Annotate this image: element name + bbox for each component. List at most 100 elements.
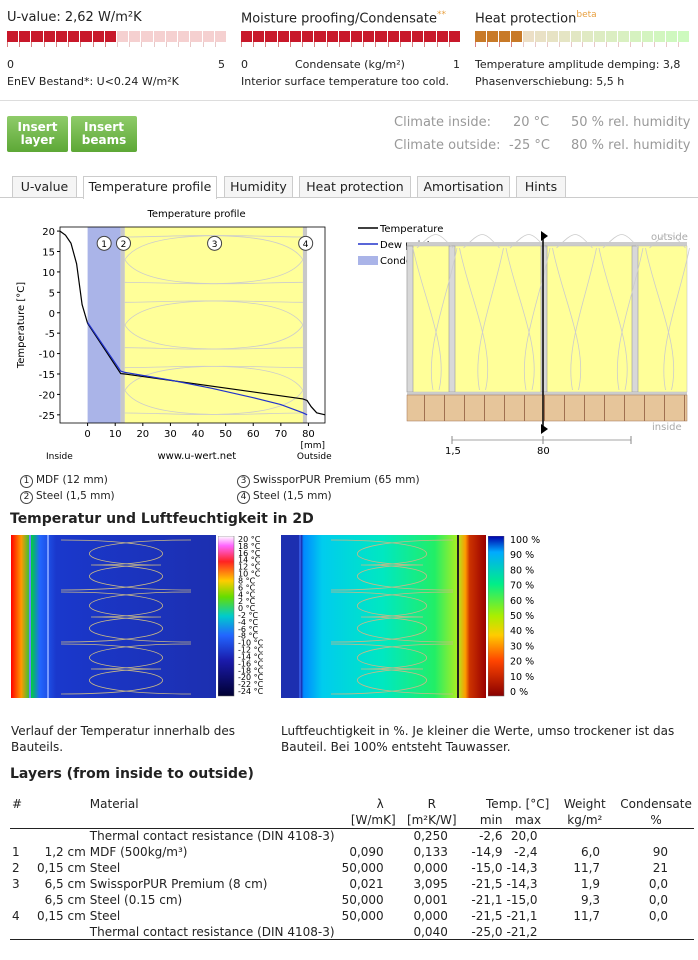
climate-inside-temp[interactable]: 20 °C [513, 115, 550, 130]
climate-inside-hum[interactable]: 50 % rel. humidity [571, 115, 691, 130]
gauge-tick [141, 42, 152, 47]
gauge-tick [19, 42, 30, 47]
gauge-segment [582, 31, 594, 42]
hatch-curve [552, 234, 597, 391]
table-row[interactable]: 2 0,15 cm Steel 50,000 0,000 -15,0 -14,3 11,7 21 [10, 860, 694, 876]
cell-num [10, 924, 35, 940]
insulation-curve [89, 643, 192, 695]
cell-mat: Thermal contact resistance (DIN 4108-3) [89, 829, 335, 844]
table-row[interactable]: 1 1,2 cm MDF (500kg/m³) 0,090 0,133 -14,9 -2,4… [10, 844, 694, 860]
cell-max: -2,4 [514, 845, 538, 859]
temp-scale-label: 8 °C [238, 576, 256, 585]
gauge-tick [338, 42, 350, 47]
heat-bar-marks [475, 42, 690, 47]
layer-legend-text: Steel (1,5 mm) [36, 490, 115, 502]
cell-r: 3,095 [413, 877, 448, 891]
gauge-tick [241, 42, 252, 47]
moisture-gauge: Moisture proofing/Condensate** 0 Condens… [241, 0, 461, 100]
gauge-segment [253, 31, 265, 42]
heat-bar [475, 31, 690, 42]
moisture-title: Moisture proofing/Condensate** [241, 10, 446, 26]
hdr-lambda: λ [376, 797, 384, 811]
gauge-segment [314, 31, 326, 42]
section-outside-label: outside [651, 232, 688, 243]
insert-layer-button[interactable]: Insert layer [7, 116, 68, 152]
section-drawing: outside inside 1,5 80 [406, 231, 690, 457]
moisture-title-text: Moisture proofing/Condensate [241, 11, 437, 27]
gauge-segment [475, 31, 486, 42]
gauge-segment [19, 31, 31, 42]
y-tick-label: -25 [39, 411, 55, 422]
gauge-tick [165, 42, 177, 47]
unit-empty [88, 812, 337, 828]
temp-scale-label: 4 °C [238, 590, 256, 599]
tab-uvalue[interactable]: U-value [12, 176, 77, 198]
climate-outside-temp[interactable]: -25 °C [509, 138, 550, 153]
gauge-segment [363, 31, 375, 42]
gauge-segment [350, 31, 363, 42]
gauge-tick [289, 42, 301, 47]
gauge-segment [165, 31, 178, 42]
gauge-segment [92, 31, 104, 42]
y-axis-label: Temperature [°C] [16, 282, 27, 369]
table-row[interactable]: 6,5 cm Steel (0.15 cm) 50,000 0,001 -21,1 -15… [10, 892, 694, 908]
gauge-tick [350, 42, 362, 47]
cell-r: 0,000 [413, 861, 448, 875]
hum-scale-label: 20 % [510, 657, 534, 668]
tab-temperature-profile[interactable]: Temperature profile [83, 176, 217, 199]
gauge-segment [31, 31, 43, 42]
table-row[interactable]: Thermal contact resistance (DIN 4108-3) 0… [10, 924, 694, 940]
gauge-segment [630, 31, 642, 42]
cell-c: 0,0 [648, 893, 668, 907]
hdr-thick [35, 796, 88, 812]
table-row[interactable]: 3 6,5 cm SwissporPUR Premium (8 cm) 0,021 3,… [10, 876, 694, 892]
gauge-tick [424, 42, 435, 47]
cell-c: 90 [652, 845, 668, 859]
tab-heat-protection[interactable]: Heat protection [299, 176, 411, 198]
cell-min: -14,9 [471, 845, 503, 859]
moisture-bar-marks [241, 42, 461, 47]
tab-amortisation[interactable]: Amortisation [417, 176, 510, 198]
gauge-segment [302, 31, 314, 42]
cell-w: 11,7 [573, 909, 601, 923]
cell-w: 11,7 [573, 861, 601, 875]
gauge-segment [570, 31, 582, 42]
temp-scale-label: 20 °C [238, 536, 261, 544]
gauge-segment [68, 31, 80, 42]
cell-r: 0,000 [413, 909, 448, 923]
cell-min: -21,1 [471, 893, 503, 907]
tab-humidity[interactable]: Humidity [224, 176, 293, 198]
hum-scale-label: 100 % [510, 536, 540, 546]
cell-c [618, 924, 694, 940]
temp-scale-label: -10 °C [238, 639, 264, 648]
table-row[interactable]: Thermal contact resistance (DIN 4108-3) 0… [10, 828, 694, 844]
x-tick-label: 20 [136, 429, 149, 440]
cell-w [552, 828, 619, 844]
insert-beams-button[interactable]: Insert beams [71, 116, 137, 152]
cell-thick [35, 828, 88, 844]
gauge-tick [375, 42, 386, 47]
gauge-segment [606, 31, 618, 42]
gauge-tick [546, 42, 558, 47]
gauge-tick [302, 42, 313, 47]
table-row[interactable]: 4 0,15 cm Steel 50,000 0,000 -21,5 -21,1 11,7 0,… [10, 908, 694, 924]
y-tick-label: -10 [39, 350, 55, 361]
tab-hints[interactable]: Hints [516, 176, 566, 198]
cell-lambda: 50,000 [341, 893, 384, 907]
temperature-2d-map [11, 535, 216, 698]
gauge-tick [436, 42, 448, 47]
gauge-segment [289, 31, 302, 42]
temp-scale-label: 16 °C [238, 549, 261, 558]
unit-cond: % [650, 812, 662, 827]
uvalue-title: U-value: 2,62 W/m²K [7, 10, 142, 25]
temperature-scale-bar [218, 536, 235, 697]
climate-outside-hum[interactable]: 80 % rel. humidity [571, 138, 691, 153]
layer-marker-label: 2 [121, 240, 127, 250]
cell-lambda: 0,021 [349, 877, 384, 891]
top-divider [0, 100, 698, 101]
temperature-scale-labels: 20 °C18 °C16 °C14 °C12 °C10 °C8 °C6 °C4 … [238, 536, 264, 696]
cell-mat: Steel [89, 909, 121, 923]
heat-title-text: Heat protection [475, 11, 577, 27]
cell-num: 3 [12, 877, 20, 891]
layer-legend-1: 1 MDF (12 mm) [20, 474, 108, 488]
